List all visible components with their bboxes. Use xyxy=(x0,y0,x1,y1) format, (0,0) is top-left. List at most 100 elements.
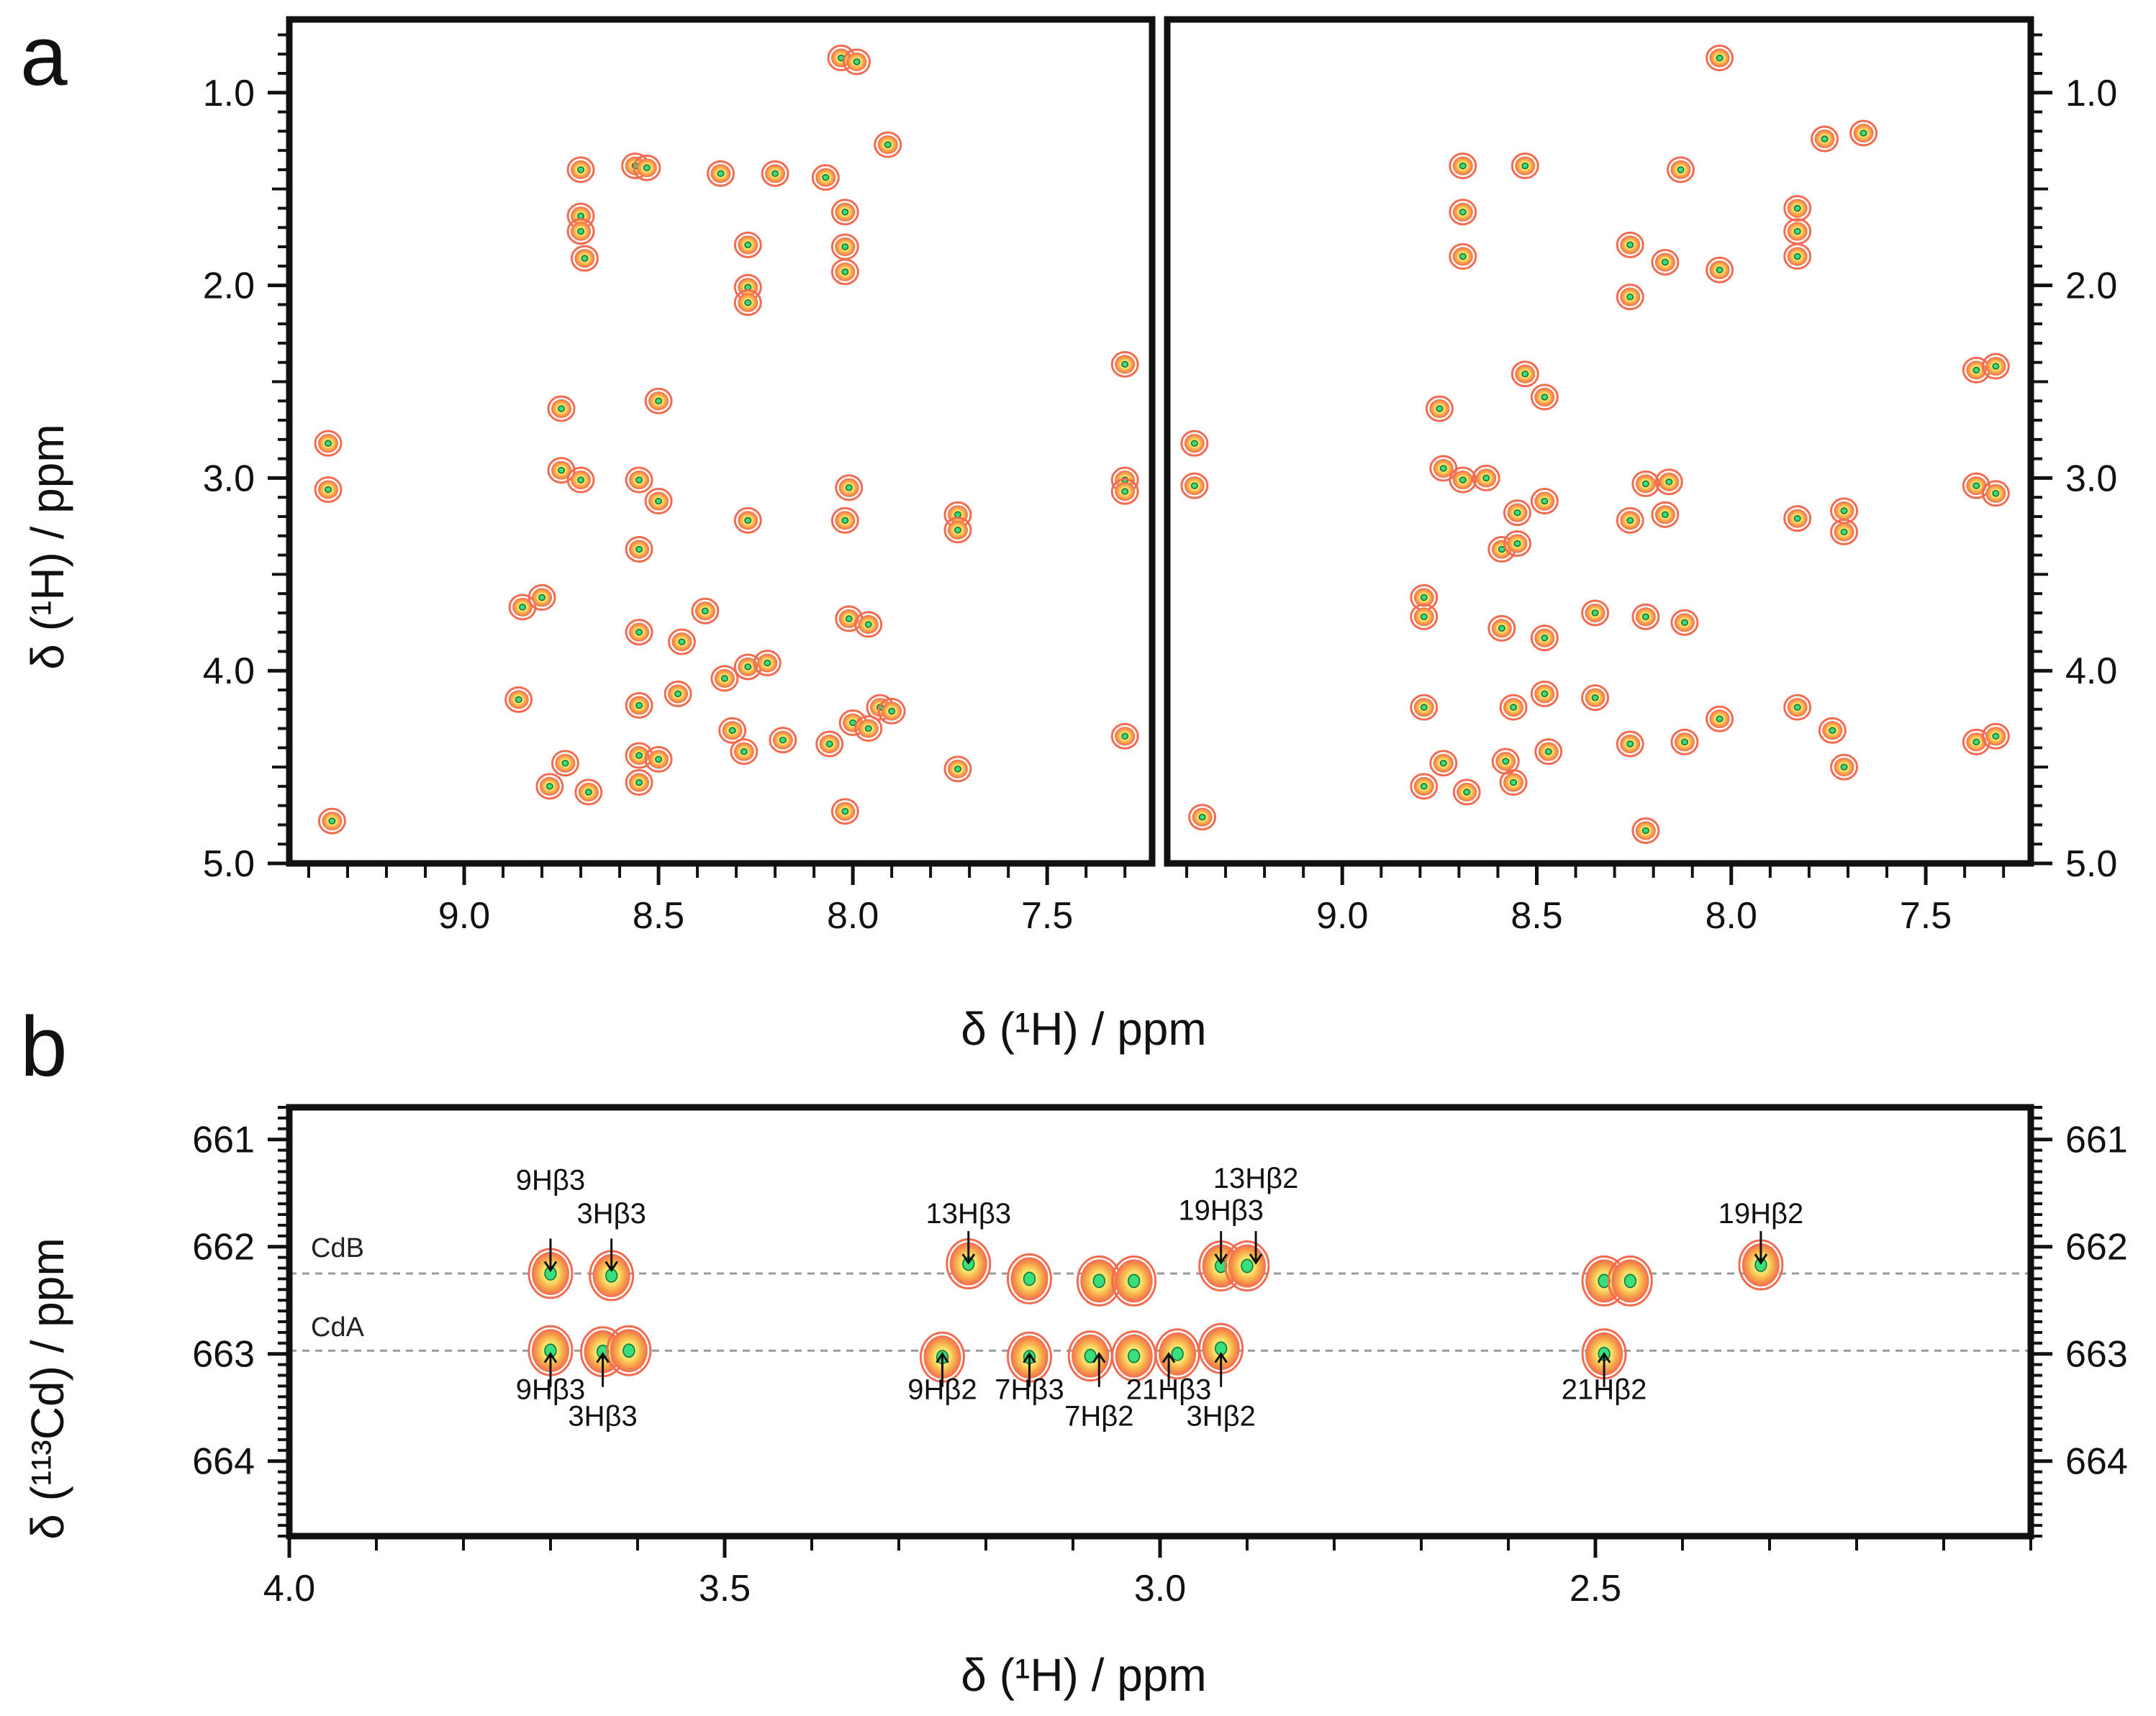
peak xyxy=(625,742,653,769)
peak-contour xyxy=(761,160,789,187)
peak xyxy=(606,1325,652,1376)
peak xyxy=(1510,360,1539,388)
peak xyxy=(1110,350,1139,378)
peak-core xyxy=(1541,394,1549,401)
peak-core xyxy=(1860,130,1867,137)
peak-core xyxy=(325,486,332,494)
peak xyxy=(1487,614,1516,642)
peak-contour xyxy=(1783,694,1812,721)
peak-contour xyxy=(1530,488,1559,515)
peak-core xyxy=(1972,482,1980,489)
peak-contour xyxy=(1616,231,1644,258)
peak-core xyxy=(841,808,849,815)
peak-core xyxy=(515,696,522,704)
peak xyxy=(1616,283,1644,311)
peak-annotation: 7Hβ3 xyxy=(995,1351,1064,1405)
peak-contour xyxy=(644,488,673,515)
peak-contour xyxy=(854,611,883,638)
peak-core xyxy=(1626,241,1634,248)
peak xyxy=(1830,753,1859,781)
peak-contour xyxy=(1110,722,1139,750)
peak-core xyxy=(1793,204,1801,212)
peak-core xyxy=(1992,363,2000,370)
peak-core xyxy=(1171,1346,1184,1361)
peak xyxy=(710,665,739,692)
peak-core xyxy=(655,755,663,763)
peak-annotation: 19Hβ2 xyxy=(1718,1198,1803,1265)
peak-contour xyxy=(1706,256,1734,283)
peak-contour xyxy=(1510,153,1539,180)
peak-core xyxy=(558,467,566,474)
peak-contour xyxy=(1654,468,1683,496)
peak-contour xyxy=(815,730,844,758)
peak-core xyxy=(864,725,872,732)
peak-core xyxy=(577,227,585,235)
peak-contour xyxy=(1503,530,1531,557)
peak xyxy=(1616,730,1644,758)
peak xyxy=(1491,748,1520,775)
peak xyxy=(1631,603,1660,630)
peak xyxy=(1154,1328,1200,1380)
peak-core xyxy=(779,736,787,744)
peak-contour xyxy=(1110,478,1139,505)
peak xyxy=(691,597,720,625)
peak-contour xyxy=(527,584,556,611)
peak-core xyxy=(1840,763,1848,771)
y-tick-label: 4.0 xyxy=(2065,650,2117,692)
peak-core xyxy=(1510,704,1518,711)
peak-annotation: 13Hβ2 xyxy=(1213,1163,1298,1265)
peak-core xyxy=(538,594,546,601)
peak-core xyxy=(1420,704,1428,711)
peak-core xyxy=(1840,528,1848,536)
peak xyxy=(1849,119,1878,147)
peak-core xyxy=(1821,135,1829,142)
peak-core xyxy=(545,783,553,790)
peak-core xyxy=(888,707,896,715)
peak-contour xyxy=(1449,242,1477,270)
annotation-arrow-head xyxy=(936,1351,949,1363)
peak xyxy=(1110,722,1139,750)
peak-core xyxy=(635,702,643,709)
peak-contour xyxy=(566,218,595,245)
peak-core xyxy=(622,1343,635,1358)
peak-core xyxy=(1092,1274,1105,1289)
peak-core xyxy=(1992,732,2000,740)
panel-a-x-axis-title: δ (¹H) / ppm xyxy=(961,1003,1206,1055)
peak xyxy=(1670,728,1699,755)
peak-core xyxy=(1482,474,1490,482)
peak-contour xyxy=(1811,125,1839,153)
peak-contour xyxy=(710,665,739,692)
annotation-arrow-head xyxy=(1023,1351,1036,1363)
peak-contour xyxy=(317,807,346,835)
peak xyxy=(1410,584,1439,611)
peak xyxy=(566,218,595,245)
y-tick-label: 2.0 xyxy=(2065,265,2117,307)
annotation-arrow-head xyxy=(543,1351,558,1363)
peak-contour xyxy=(730,738,758,766)
peak-core xyxy=(845,484,853,491)
peak-core xyxy=(678,638,686,645)
x-tick-label: 3.5 xyxy=(699,1568,751,1610)
peak-core xyxy=(1661,258,1669,266)
peak-contour xyxy=(1670,728,1699,755)
peak-core xyxy=(864,621,872,628)
y-tick-label: 661 xyxy=(2065,1120,2128,1161)
peak xyxy=(1449,153,1477,180)
peak xyxy=(1180,472,1209,499)
peak-core xyxy=(1513,509,1521,517)
peak-core xyxy=(1521,371,1529,378)
peak-contour xyxy=(1667,156,1695,183)
peak xyxy=(1962,472,1990,499)
peak-core xyxy=(1716,266,1724,273)
peak xyxy=(1067,1330,1113,1382)
peak-core xyxy=(1626,293,1634,301)
peak-core xyxy=(519,604,527,611)
y-tick-label: 662 xyxy=(192,1227,255,1268)
peak xyxy=(1449,466,1477,494)
peak xyxy=(811,164,840,191)
peak xyxy=(1410,694,1439,721)
panel-a-letter: a xyxy=(20,9,68,104)
peak xyxy=(317,807,346,835)
peak-core xyxy=(701,607,709,614)
